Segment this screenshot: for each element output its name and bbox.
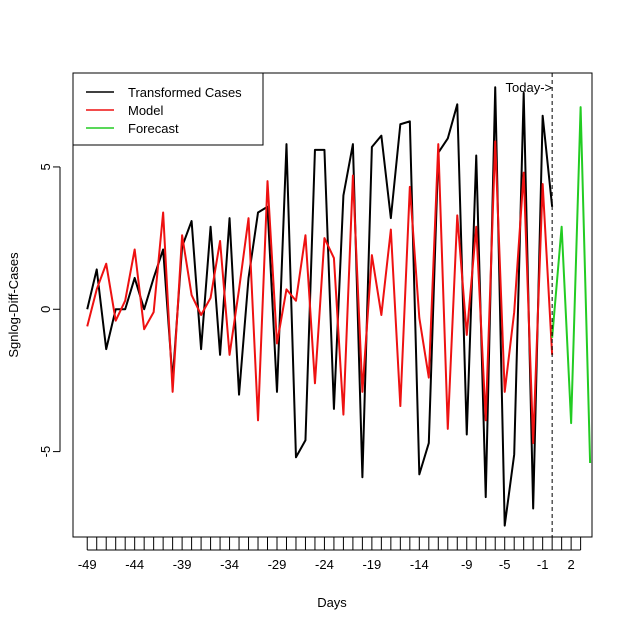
x-tick-label: -1 [537,557,549,572]
y-tick-label: 5 [38,163,53,170]
y-axis: -5 0 5 [38,163,61,458]
series-line-transformed-cases [86,86,554,527]
x-tick-label: -14 [410,557,429,572]
series-line-forecast [551,106,592,464]
x-tick-label: -49 [78,557,97,572]
x-axis-title: Days [317,595,347,610]
x-tick-label: 2 [568,557,575,572]
x-tick-label: -39 [173,557,192,572]
y-tick-label: 0 [38,306,53,313]
legend-box [72,72,264,146]
y-tick-label: -5 [38,446,53,458]
x-tick-label: -5 [499,557,511,572]
x-tick-label: -24 [315,557,334,572]
series-line-model [86,140,554,445]
legend-label-transformed-cases: Transformed Cases [128,85,242,100]
legend-label-model: Model [128,103,164,118]
y-axis-title: Sgnlog-Diff-Cases [6,252,21,358]
x-axis: -49 -44 -39 -34 -29 -24 -19 -14 -9 -5 -1 2 [78,537,582,572]
series-layer [86,86,592,527]
x-tick-label: -44 [125,557,144,572]
today-layer: Today-> [506,73,553,537]
x-tick-label: -34 [220,557,239,572]
today-annotation: Today-> [506,80,553,95]
legend: Transformed Cases Model Forecast [72,72,264,146]
plot-frame [72,72,593,538]
x-tick-label: -29 [268,557,287,572]
x-tick-label: -9 [461,557,473,572]
x-tick-label: -19 [362,557,381,572]
legend-label-forecast: Forecast [128,121,179,136]
